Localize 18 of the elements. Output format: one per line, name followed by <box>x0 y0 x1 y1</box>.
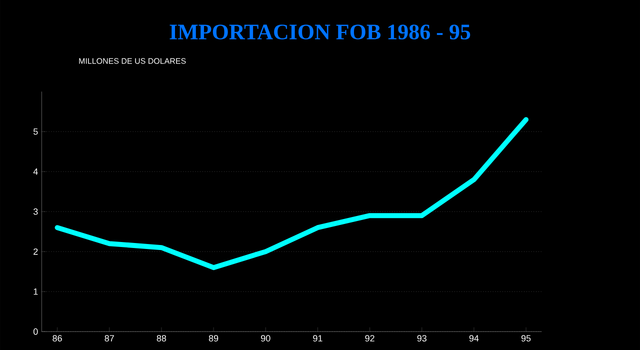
y-tick-label: 5 <box>34 128 38 135</box>
x-tick-label: 94 <box>469 335 479 342</box>
chart-title: IMPORTACION FOB 1986 - 95 <box>170 24 470 40</box>
y-tick-label: 2 <box>34 248 38 255</box>
x-tick-label: 92 <box>365 335 374 342</box>
x-tick-label: 95 <box>521 335 531 342</box>
y-tick-label: 1 <box>34 288 38 295</box>
y-tick-label: 4 <box>33 168 38 175</box>
x-tick-label: 90 <box>261 335 270 342</box>
y-tick-label: 3 <box>33 208 38 215</box>
x-tick-label: 93 <box>417 335 426 342</box>
x-tick-label: 86 <box>52 335 62 342</box>
x-tick-label: 87 <box>104 335 114 342</box>
y-tick-label: 0 <box>33 328 38 335</box>
y-axis-title: MILLONES DE US DOLARES <box>79 58 186 64</box>
x-tick-label: 91 <box>313 335 322 342</box>
x-tick-label: 89 <box>208 335 218 342</box>
x-tick-label: 88 <box>156 335 166 342</box>
